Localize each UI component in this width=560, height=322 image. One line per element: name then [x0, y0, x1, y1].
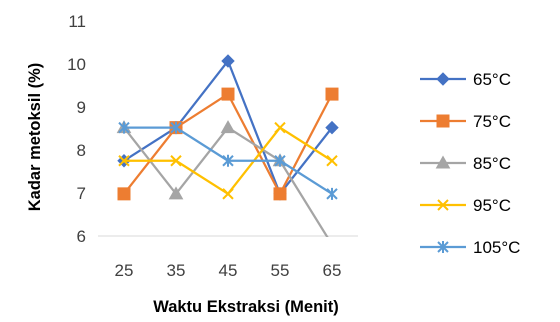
data-point: [221, 54, 235, 68]
data-point: [117, 187, 131, 201]
legend-entry: 95°C: [420, 196, 511, 215]
legend-marker: [436, 114, 450, 128]
data-point: [118, 155, 130, 167]
x-axis-title: Waktu Ekstraksi (Menit): [153, 298, 339, 316]
x-tick-label: 45: [219, 261, 238, 280]
series-2: [116, 120, 339, 250]
legend-entry: 105°C: [420, 238, 520, 257]
data-point: [274, 154, 286, 167]
series-3: [118, 121, 338, 200]
legend-marker: [435, 155, 451, 169]
legend-label: 85°C: [473, 154, 511, 173]
data-point: [274, 121, 286, 134]
legend-marker: [436, 72, 450, 86]
series-4: [118, 121, 338, 200]
legend-label: 105°C: [473, 238, 520, 257]
data-point: [326, 238, 339, 250]
y-tick-label: 7: [77, 184, 86, 203]
data-point: [222, 188, 234, 200]
data-point: [118, 121, 130, 134]
data-point: [170, 155, 182, 167]
data-point: [326, 155, 338, 167]
x-tick-label: 25: [115, 261, 134, 280]
data-point: [168, 186, 184, 200]
legend-label: 95°C: [473, 196, 511, 215]
data-point: [326, 187, 338, 200]
x-tick-label: 35: [167, 261, 186, 280]
y-tick-labels: 6 7 8 9 10 11: [67, 12, 86, 246]
y-tick-label: 6: [77, 227, 86, 246]
y-tick-label: 10: [67, 55, 86, 74]
legend-label: 65°C: [473, 70, 511, 89]
x-tick-label: 55: [271, 261, 290, 280]
series-layer: [116, 54, 339, 250]
legend: 65°C 75°C 85°C 95°C 105°C: [420, 70, 520, 257]
data-point: [325, 87, 339, 101]
data-point: [220, 120, 236, 134]
data-point: [273, 187, 287, 201]
y-tick-label: 11: [68, 12, 86, 31]
legend-entry: 85°C: [420, 154, 511, 173]
legend-label: 75°C: [473, 112, 511, 131]
data-point: [325, 120, 339, 135]
x-tick-labels: 25 35 45 55 65: [115, 261, 342, 280]
y-axis-title: Kadar metoksil (%): [26, 63, 44, 212]
x-tick-label: 65: [323, 261, 342, 280]
data-point: [222, 154, 234, 167]
y-tick-label: 8: [77, 141, 86, 160]
legend-entry: 75°C: [420, 112, 511, 131]
series-line: [123, 92, 333, 195]
data-point: [170, 121, 182, 134]
legend-marker: [437, 241, 449, 253]
data-point: [221, 87, 235, 101]
legend-entry: 65°C: [420, 70, 511, 89]
y-tick-label: 9: [77, 98, 86, 117]
legend-marker: [437, 199, 449, 211]
series-line: [123, 126, 329, 237]
